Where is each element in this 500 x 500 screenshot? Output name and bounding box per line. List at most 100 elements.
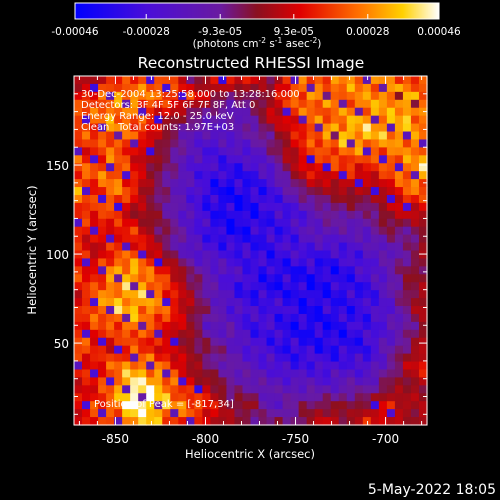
- heatmap-cell: [210, 377, 220, 386]
- heatmap-cell: [306, 147, 316, 156]
- heatmap-cell: [370, 377, 380, 386]
- heatmap-cell: [154, 266, 163, 275]
- heatmap-cell: [186, 393, 195, 402]
- heatmap-cell: [314, 258, 324, 267]
- heatmap-cell: [410, 83, 420, 93]
- heatmap-cell: [194, 250, 203, 260]
- heatmap-cell: [266, 99, 276, 109]
- heatmap-cell: [338, 377, 348, 386]
- heatmap-cell: [250, 226, 260, 236]
- heatmap-cell: [82, 377, 91, 386]
- heatmap-cell: [402, 417, 412, 426]
- heatmap-cell: [378, 377, 388, 386]
- heatmap-cell: [186, 313, 195, 323]
- heatmap-cell: [234, 282, 244, 291]
- heatmap-cell: [186, 242, 195, 252]
- heatmap-cell: [290, 417, 300, 426]
- heatmap-cell: [98, 147, 107, 156]
- heatmap-cell: [314, 337, 324, 347]
- heatmap-cell: [98, 194, 107, 204]
- heatmap-cell: [266, 91, 276, 101]
- heatmap-cell: [210, 361, 220, 371]
- heatmap-cell: [394, 179, 404, 188]
- heatmap-cell: [354, 194, 364, 204]
- heatmap-cell: [346, 179, 356, 188]
- heatmap-cell: [186, 369, 195, 379]
- heatmap-cell: [202, 234, 211, 244]
- heatmap-cell: [138, 131, 147, 141]
- heatmap-cell: [90, 139, 99, 148]
- heatmap-cell: [178, 393, 187, 402]
- heatmap-cell: [354, 99, 364, 109]
- heatmap-cell: [162, 417, 171, 426]
- heatmap-cell: [370, 107, 380, 117]
- heatmap-cell: [242, 202, 252, 212]
- heatmap-cell: [106, 385, 115, 394]
- heatmap-cell: [194, 298, 203, 307]
- heatmap-cell: [82, 91, 91, 101]
- heatmap-cell: [178, 385, 187, 394]
- heatmap-cell: [354, 361, 364, 371]
- heatmap-cell: [194, 218, 203, 228]
- heatmap-cell: [90, 234, 99, 244]
- heatmap-cell: [98, 329, 107, 339]
- heatmap-cell: [322, 369, 332, 379]
- heatmap-cell: [170, 377, 179, 386]
- heatmap-cell: [274, 147, 284, 156]
- heatmap-cell: [314, 313, 324, 323]
- heatmap-cell: [98, 353, 107, 363]
- heatmap-cell: [194, 313, 203, 323]
- heatmap-cell: [250, 298, 260, 307]
- heatmap-cell: [306, 385, 316, 394]
- heatmap-cell: [114, 298, 123, 307]
- heatmap-cell: [90, 329, 99, 339]
- heatmap-cell: [362, 115, 372, 125]
- heatmap-cell: [146, 401, 155, 410]
- heatmap-cell: [290, 298, 300, 307]
- heatmap-cell: [394, 234, 404, 244]
- heatmap-cell: [242, 210, 252, 220]
- heatmap-cell: [306, 163, 316, 172]
- heatmap-cell: [82, 321, 91, 331]
- heatmap-cell: [194, 290, 203, 299]
- heatmap-cell: [98, 99, 107, 109]
- heatmap-cell: [202, 409, 211, 418]
- heatmap-cell: [418, 258, 428, 267]
- heatmap-cell: [298, 258, 308, 267]
- heatmap-cell: [186, 123, 195, 133]
- heatmap-cell: [202, 417, 211, 426]
- heatmap-cell: [250, 290, 260, 299]
- heatmap-cell: [162, 234, 171, 244]
- heatmap-cell: [330, 409, 340, 418]
- heatmap-cell: [146, 361, 155, 371]
- heatmap-cell: [162, 163, 171, 172]
- heatmap-cell: [394, 306, 404, 315]
- heatmap-cell: [314, 321, 324, 331]
- heatmap-cell: [194, 83, 203, 93]
- heatmap-cell: [90, 242, 99, 252]
- heatmap-cell: [378, 83, 388, 93]
- heatmap-cell: [210, 409, 220, 418]
- heatmap-cell: [202, 194, 211, 204]
- heatmap-cell: [258, 218, 268, 228]
- heatmap-cell: [138, 321, 147, 331]
- heatmap-cell: [378, 234, 388, 244]
- heatmap-cell: [274, 194, 284, 204]
- heatmap-cell: [394, 290, 404, 299]
- heatmap-cell: [250, 417, 260, 426]
- heatmap-cell: [114, 353, 123, 363]
- heatmap-cell: [306, 377, 316, 386]
- heatmap-cell: [162, 298, 171, 307]
- heatmap-cell: [194, 202, 203, 212]
- heatmap-cell: [186, 353, 195, 363]
- heatmap-cell: [266, 242, 276, 252]
- heatmap-cell: [266, 377, 276, 386]
- heatmap-cell: [378, 194, 388, 204]
- heatmap-cell: [74, 234, 83, 244]
- heatmap-cell: [306, 361, 316, 371]
- heatmap-cell: [114, 210, 123, 220]
- heatmap-cell: [370, 401, 380, 410]
- heatmap-cell: [234, 234, 244, 244]
- heatmap-cell: [74, 250, 83, 260]
- heatmap-cell: [370, 179, 380, 188]
